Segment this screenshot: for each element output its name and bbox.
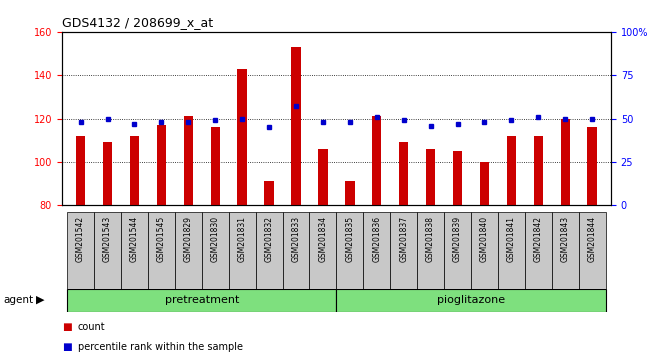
Text: pretreatment: pretreatment <box>164 295 239 305</box>
Text: GSM201829: GSM201829 <box>184 216 193 262</box>
Bar <box>588 127 597 205</box>
Text: GSM201840: GSM201840 <box>480 216 489 262</box>
Bar <box>337 212 363 289</box>
Bar <box>202 212 229 289</box>
Text: GSM201838: GSM201838 <box>426 216 435 262</box>
Text: GSM201836: GSM201836 <box>372 216 382 262</box>
Bar <box>94 212 121 289</box>
Bar <box>76 136 85 205</box>
Bar <box>121 212 148 289</box>
Text: GSM201841: GSM201841 <box>507 216 516 262</box>
Bar <box>175 212 202 289</box>
Bar <box>426 149 436 205</box>
Bar <box>130 136 139 205</box>
Text: GSM201543: GSM201543 <box>103 216 112 262</box>
Text: ■: ■ <box>62 342 72 352</box>
Text: GSM201834: GSM201834 <box>318 216 328 262</box>
Bar <box>283 212 309 289</box>
Bar <box>337 289 606 312</box>
Bar <box>67 289 337 312</box>
Bar <box>148 212 175 289</box>
Bar <box>372 116 382 205</box>
Text: pioglitazone: pioglitazone <box>437 295 505 305</box>
Text: GSM201544: GSM201544 <box>130 216 139 262</box>
Bar <box>399 142 408 205</box>
Bar <box>211 127 220 205</box>
Text: GSM201839: GSM201839 <box>453 216 462 262</box>
Text: GSM201842: GSM201842 <box>534 216 543 262</box>
Bar <box>506 136 516 205</box>
Bar <box>265 182 274 205</box>
Bar <box>237 69 247 205</box>
Bar <box>309 212 337 289</box>
Bar <box>560 119 570 205</box>
Text: agent: agent <box>3 295 33 305</box>
Text: ▶: ▶ <box>36 295 44 305</box>
Text: GSM201545: GSM201545 <box>157 216 166 262</box>
Text: GSM201844: GSM201844 <box>588 216 597 262</box>
Bar <box>183 116 193 205</box>
Bar <box>390 212 417 289</box>
Bar <box>444 212 471 289</box>
Text: GSM201832: GSM201832 <box>265 216 274 262</box>
Bar <box>552 212 578 289</box>
Bar <box>578 212 606 289</box>
Bar <box>157 125 166 205</box>
Text: ■: ■ <box>62 322 72 332</box>
Bar <box>103 142 112 205</box>
Text: GSM201830: GSM201830 <box>211 216 220 262</box>
Bar <box>498 212 525 289</box>
Bar <box>229 212 255 289</box>
Text: GSM201837: GSM201837 <box>399 216 408 262</box>
Text: count: count <box>78 322 105 332</box>
Bar <box>453 151 462 205</box>
Bar <box>291 47 301 205</box>
Text: percentile rank within the sample: percentile rank within the sample <box>78 342 243 352</box>
Text: GDS4132 / 208699_x_at: GDS4132 / 208699_x_at <box>62 16 213 29</box>
Bar <box>318 149 328 205</box>
Bar <box>255 212 283 289</box>
Bar <box>417 212 444 289</box>
Text: GSM201831: GSM201831 <box>238 216 246 262</box>
Bar <box>534 136 543 205</box>
Text: GSM201843: GSM201843 <box>561 216 570 262</box>
Bar <box>363 212 390 289</box>
Bar <box>525 212 552 289</box>
Text: GSM201833: GSM201833 <box>291 216 300 262</box>
Bar <box>67 212 94 289</box>
Text: GSM201542: GSM201542 <box>76 216 85 262</box>
Bar <box>471 212 498 289</box>
Bar <box>345 182 354 205</box>
Bar <box>480 162 489 205</box>
Text: GSM201835: GSM201835 <box>345 216 354 262</box>
